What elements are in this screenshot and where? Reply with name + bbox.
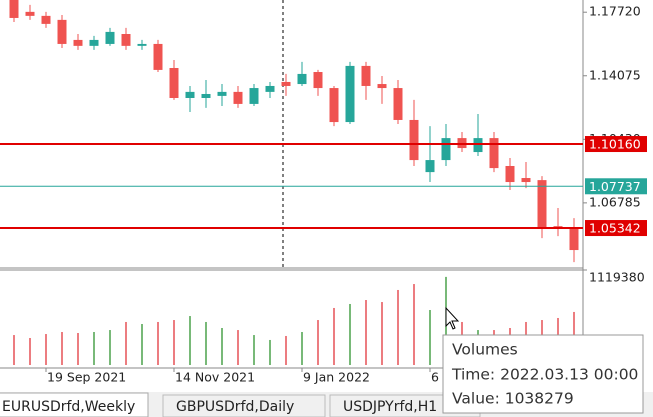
candle-body <box>393 88 403 120</box>
candle-body <box>9 0 19 18</box>
candle-body <box>89 39 99 46</box>
candle-body <box>361 65 371 86</box>
mouse-cursor <box>445 306 460 330</box>
x-tick-label: 19 Sep 2021 <box>47 370 126 385</box>
tooltip-time: Time: 2022.03.13 00:00 <box>451 366 638 384</box>
y-tick-label: 1.14075 <box>589 67 641 82</box>
tab-label[interactable]: EURUSDrfd,Weekly <box>2 399 135 415</box>
candle-body <box>409 119 419 161</box>
candle-body <box>569 228 579 251</box>
candle-body <box>185 91 195 98</box>
candle-body <box>25 11 35 16</box>
y-tick-label: 1.17720 <box>589 4 641 19</box>
candle-body <box>265 85 275 92</box>
candle-body <box>537 180 547 229</box>
candle-body <box>505 165 515 183</box>
candle-body <box>297 73 307 85</box>
candle-body <box>41 15 51 24</box>
candle-body <box>233 91 243 104</box>
tab[interactable] <box>0 392 149 417</box>
price-label: 1.07737 <box>589 179 641 194</box>
tooltip-value: Value: 1038279 <box>452 390 574 408</box>
y-tick-label: 1.06785 <box>589 194 641 209</box>
candle-body <box>201 93 211 98</box>
candle-body <box>489 138 499 169</box>
candle-body <box>377 84 387 89</box>
candle-body <box>521 178 531 183</box>
candle-body <box>137 43 147 46</box>
candle-body <box>73 39 83 46</box>
tab[interactable] <box>162 394 326 417</box>
candle-body <box>57 19 67 44</box>
candle-body <box>473 138 483 153</box>
candle-body <box>153 43 163 70</box>
candle-body <box>105 31 115 44</box>
price-label-box <box>585 220 647 237</box>
candle-body <box>169 68 179 98</box>
tooltip <box>442 334 644 414</box>
candle-body <box>425 160 435 173</box>
price-label: 1.05342 <box>589 221 641 236</box>
candle-body <box>441 138 451 161</box>
tooltip-title: Volumes <box>452 341 518 359</box>
candle-body <box>121 34 131 46</box>
candle-body <box>281 81 291 86</box>
x-tick-label: 9 Jan 2022 <box>303 370 370 385</box>
candle-body <box>345 65 355 123</box>
price-label-box <box>585 178 647 195</box>
x-tick-label: 14 Nov 2021 <box>175 370 255 385</box>
volume-tick-label: 1119380 <box>589 270 645 285</box>
candle-body <box>329 88 339 123</box>
candle-body <box>313 72 323 89</box>
candle-body <box>249 88 259 104</box>
tab-label[interactable]: USDJPYrfd,H1 <box>343 399 437 415</box>
price-label-box <box>585 136 647 153</box>
tab-label[interactable]: GBPUSDrfd,Daily <box>176 399 294 415</box>
price-label: 1.10160 <box>589 137 641 152</box>
candle-body <box>217 91 227 96</box>
